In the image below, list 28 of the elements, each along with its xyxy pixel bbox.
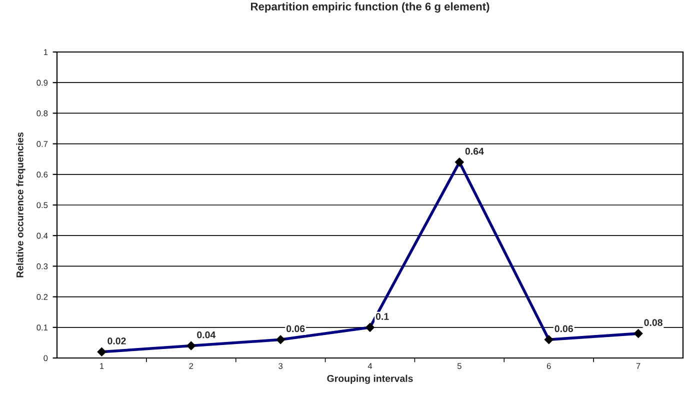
y-axis-title: Relative occurence frequencies [16,132,26,278]
x-tick-label: 7 [636,363,640,369]
y-tick-label: 0 [44,355,48,362]
x-tick-label: 5 [457,363,462,369]
x-tick-label: 3 [278,363,283,369]
y-tick-label: 0.9 [36,80,48,86]
x-axis-title: Grouping intervals [327,374,413,384]
y-tick-label: 0.2 [36,294,48,300]
x-tick-label: 6 [546,363,551,369]
y-tick-label: 0.4 [36,232,48,239]
y-tick-label: 0.5 [36,202,48,208]
data-label: 0.06 [554,325,573,332]
data-label: 0.1 [376,313,389,320]
chart-title: Repartition empiric function (the 6 g element) [250,2,490,13]
y-tick-label: 0.6 [36,172,48,178]
y-tick-label: 0.1 [36,324,48,330]
data-label: 0.04 [197,331,216,338]
data-label: 0.02 [108,338,126,344]
data-label: 0.08 [644,319,662,326]
y-tick-label: 0.3 [36,263,48,270]
data-label: 0.64 [465,148,484,155]
data-label: 0.06 [286,325,305,332]
x-tick-label: 1 [100,363,104,369]
x-tick-label: 4 [368,363,372,369]
y-tick-label: 0.8 [36,110,48,116]
y-tick-label: 1 [44,49,48,56]
x-tick-label: 2 [189,363,194,369]
y-tick-label: 0.7 [36,141,48,147]
